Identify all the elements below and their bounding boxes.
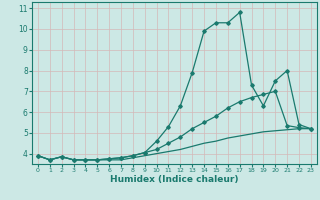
X-axis label: Humidex (Indice chaleur): Humidex (Indice chaleur): [110, 175, 239, 184]
